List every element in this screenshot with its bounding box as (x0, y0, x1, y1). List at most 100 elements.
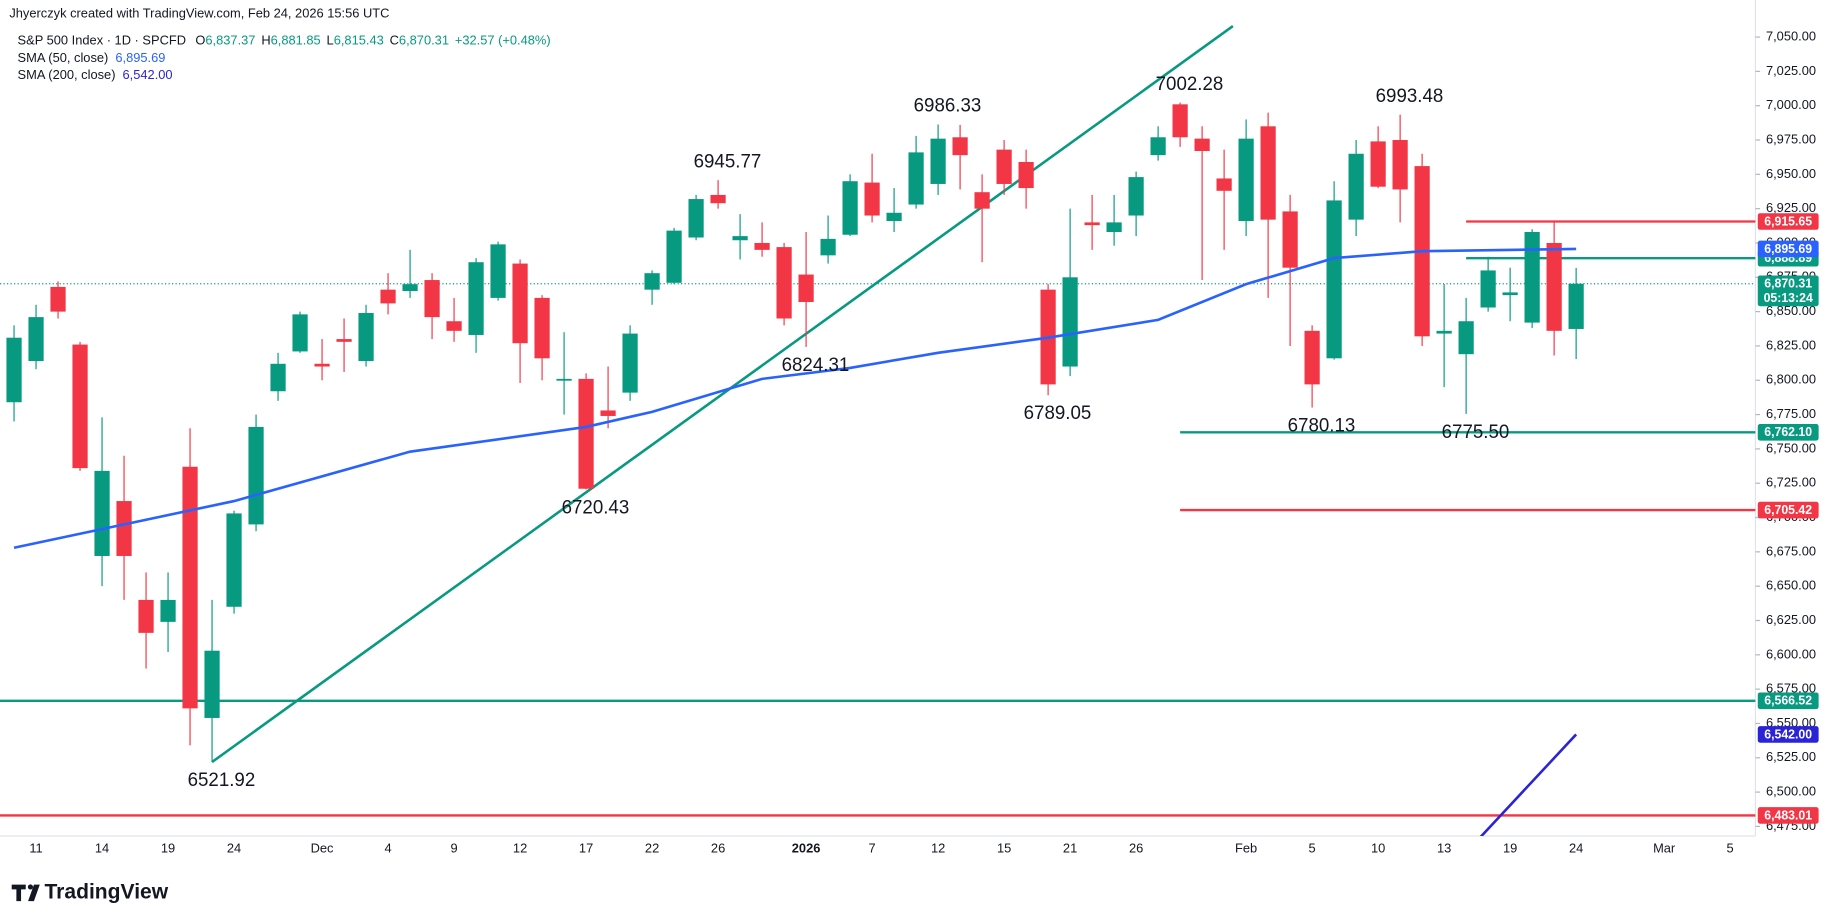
price-label: 6,895.69 (1764, 242, 1812, 256)
price-annotation: 6775.50 (1442, 421, 1510, 442)
price-label-box (1757, 692, 1819, 710)
candle-body (6, 337, 22, 403)
y-tick-label: 6,925.00 (1766, 200, 1816, 215)
ohlc-value: 6,870.31 (399, 33, 449, 48)
candle-body (358, 312, 374, 362)
price-annotation: 6521.92 (188, 769, 256, 790)
y-tick-label: 6,750.00 (1766, 440, 1816, 455)
y-tick-label: 6,775.00 (1766, 406, 1816, 421)
candle-body (578, 378, 594, 489)
y-tick-label: 6,850.00 (1766, 303, 1816, 318)
candle-body (1106, 222, 1122, 233)
price-label-box (1757, 213, 1819, 230)
candle-body (248, 426, 264, 525)
candle-body (50, 286, 66, 312)
ohlc-key: L (327, 33, 334, 48)
x-tick-label: 24 (227, 840, 241, 855)
y-tick-label: 6,600.00 (1766, 646, 1816, 661)
candle-body (1150, 137, 1166, 156)
candle-body (182, 466, 198, 709)
candle-body (336, 339, 352, 342)
x-tick-label: 19 (1503, 840, 1517, 855)
symbol-legend: S&P 500 Index · 1D · SPCFD O6,837.37 H6,88… (18, 33, 551, 48)
x-tick-label: 5 (1727, 840, 1734, 855)
x-tick-label: 22 (645, 840, 659, 855)
candle-body (776, 247, 792, 319)
x-tick-label: 24 (1569, 840, 1583, 855)
price-label: 6,542.00 (1764, 727, 1812, 741)
candle-body (820, 238, 836, 256)
candle-body (952, 137, 968, 156)
change: +32.57 (+0.48%) (455, 33, 551, 48)
y-tick-label: 7,000.00 (1766, 97, 1816, 112)
indicator-legend: SMA (50, close) 6,895.69 (18, 51, 166, 66)
ohlc-value: 6,881.85 (271, 33, 321, 48)
price-label-box (1757, 501, 1819, 519)
candle-body (204, 650, 220, 718)
indicator-value: 6,542.00 (123, 67, 173, 82)
price-label-box (1757, 424, 1819, 441)
price-label: 6,705.42 (1764, 503, 1812, 517)
x-tick-label: Mar (1653, 840, 1676, 855)
y-tick-label: 6,725.00 (1766, 475, 1816, 490)
y-tick-label: 6,825.00 (1766, 337, 1816, 352)
candle-body (556, 378, 572, 381)
trend-line (211, 25, 1234, 764)
candle-body (534, 297, 550, 359)
y-tick-label: 7,025.00 (1766, 63, 1816, 78)
price-countdown: 05:13:24 (1764, 291, 1813, 305)
candle-body (1348, 153, 1364, 220)
indicator-legend: SMA (200, close) 6,542.00 (18, 67, 173, 82)
candle-body (314, 363, 330, 367)
candle-body (1194, 138, 1210, 152)
candle-body (644, 273, 660, 290)
candle-body (1502, 292, 1518, 296)
candle-body (622, 333, 638, 393)
price-annotation: 6824.31 (782, 354, 850, 375)
candle-body (270, 363, 286, 392)
x-tick-label: Feb (1235, 840, 1257, 855)
ohlc-key: O (195, 33, 205, 48)
candle-body (402, 284, 418, 292)
candle-body (1480, 270, 1496, 308)
candle-body (974, 192, 990, 209)
candle-body (28, 317, 44, 362)
price-label: 6,915.65 (1764, 214, 1812, 228)
x-tick-label: 26 (711, 840, 725, 855)
x-tick-label: 21 (1063, 840, 1077, 855)
price-annotation: 7002.28 (1156, 73, 1224, 94)
y-tick-label: 7,050.00 (1766, 28, 1816, 43)
candle-body (1018, 161, 1034, 189)
candle-body (1304, 330, 1320, 385)
candle-body (600, 410, 616, 416)
y-tick-label: 6,650.00 (1766, 578, 1816, 593)
author-line: Jhyerczyk created with TradingView.com, … (9, 6, 389, 21)
price-annotation: 6945.77 (694, 150, 762, 171)
price-annotation: 6986.33 (914, 95, 982, 116)
x-tick-label: 11 (29, 840, 42, 855)
candle-body (226, 513, 242, 607)
price-label-box (1757, 807, 1819, 824)
candle-body (688, 199, 704, 238)
candle-body (512, 263, 528, 344)
candle-body (1238, 138, 1254, 222)
candle-body (842, 181, 858, 235)
candle-body (468, 262, 484, 335)
x-tick-label: 19 (161, 840, 175, 855)
brand-name: TradingView (44, 880, 168, 903)
candle-body (710, 194, 726, 204)
candle-body (490, 244, 506, 298)
candle-body (160, 599, 176, 622)
y-tick-label: 6,500.00 (1766, 783, 1816, 798)
price-label: 6,762.10 (1764, 425, 1812, 439)
y-tick-label: 6,550.00 (1766, 715, 1816, 730)
ohlc-value: 6,815.43 (334, 33, 384, 48)
candle-body (1172, 104, 1188, 138)
candle-body (1370, 141, 1386, 187)
x-tick-label: 12 (931, 840, 945, 855)
price-label-box (1757, 275, 1819, 307)
price-annotation: 6720.43 (562, 496, 630, 517)
x-tick-label: 7 (869, 840, 876, 855)
x-tick-label: 13 (1437, 840, 1451, 855)
